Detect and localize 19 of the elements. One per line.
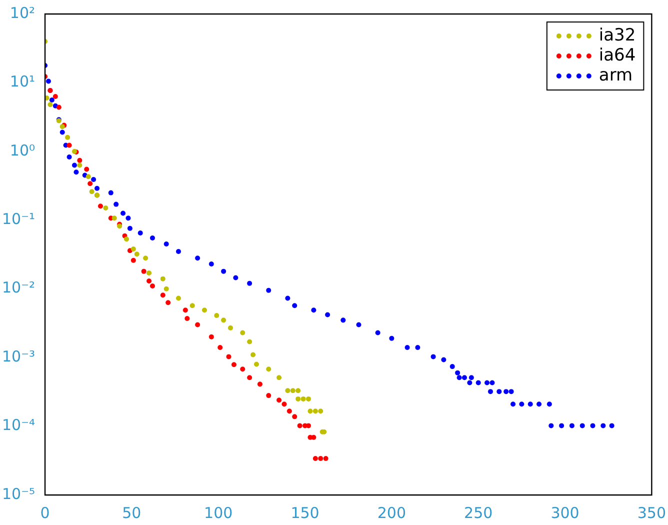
y-tick-label: 10⁰ [10,141,36,160]
x-tick-label: 100 [204,504,233,522]
x-tick-label: 350 [637,504,666,522]
y-tick-label: 10⁻⁵ [2,484,36,503]
y-tick-label: 10² [10,4,36,22]
y-tick-label: 10⁻³ [2,347,36,366]
legend-label: ia64 [598,45,636,66]
y-tick-label: 10⁻⁴ [2,416,36,434]
x-tick-label: 50 [122,504,142,522]
y-tick-label: 10⁻¹ [2,210,36,228]
legend-label: arm [598,65,633,86]
x-tick-label: 250 [464,504,493,522]
x-tick-label: 0 [40,504,50,522]
x-tick-label: 200 [377,504,406,522]
y-tick-label: 10¹ [10,72,36,91]
legend-label: ia32 [598,25,636,46]
y-tick-label: 10⁻² [2,278,36,297]
x-tick-label: 300 [550,504,580,522]
x-tick-label: 150 [290,504,320,522]
